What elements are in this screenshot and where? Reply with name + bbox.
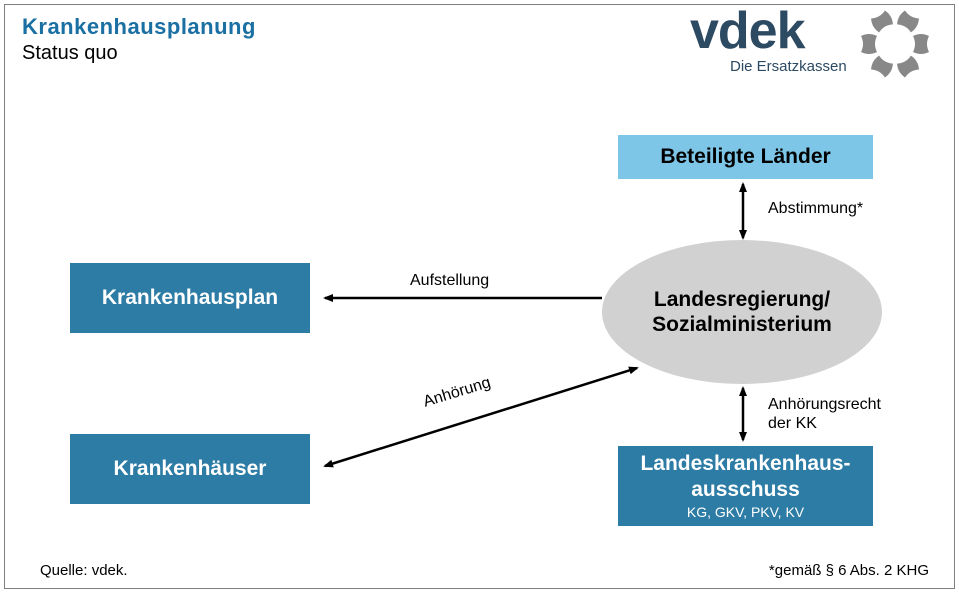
node-label-line2: Sozialministerium	[652, 312, 832, 337]
page-title: Krankenhausplanung	[22, 14, 256, 40]
node-krankenhaeuser: Krankenhäuser	[70, 434, 310, 504]
logo: vdek Die Ersatzkassen	[690, 8, 950, 80]
edge-label-abstimmung: Abstimmung*	[768, 200, 863, 218]
node-label: Krankenhäuser	[114, 456, 267, 481]
node-label: Krankenhausplan	[102, 285, 278, 310]
node-landesregierung: Landesregierung/ Sozialministerium	[602, 240, 882, 384]
logo-ring-icon	[850, 6, 940, 82]
node-label: Beteiligte Länder	[660, 145, 830, 169]
node-sublabel: KG, GKV, PKV, KV	[687, 504, 804, 521]
edge-label-line2: der KK	[768, 414, 881, 433]
edge-label-anhoerungsrecht: Anhörungsrecht der KK	[768, 395, 881, 433]
node-beteiligte-laender: Beteiligte Länder	[618, 135, 873, 179]
logo-text: vdek	[690, 8, 805, 55]
footer-note: *gemäß § 6 Abs. 2 KHG	[769, 562, 929, 579]
edge-label-line1: Anhörungsrecht	[768, 395, 881, 414]
node-landeskrankenhausausschuss: Landeskrankenhaus- ausschuss KG, GKV, PK…	[618, 446, 873, 526]
node-label-line2: ausschuss	[691, 477, 800, 502]
footer-source: Quelle: vdek.	[40, 562, 128, 579]
node-label-line1: Landeskrankenhaus-	[640, 451, 850, 476]
edge-label-aufstellung: Aufstellung	[410, 272, 489, 290]
logo-subtext: Die Ersatzkassen	[730, 58, 847, 75]
node-label-line1: Landesregierung/	[652, 287, 832, 312]
page-subtitle: Status quo	[22, 42, 118, 65]
node-krankenhausplan: Krankenhausplan	[70, 263, 310, 333]
